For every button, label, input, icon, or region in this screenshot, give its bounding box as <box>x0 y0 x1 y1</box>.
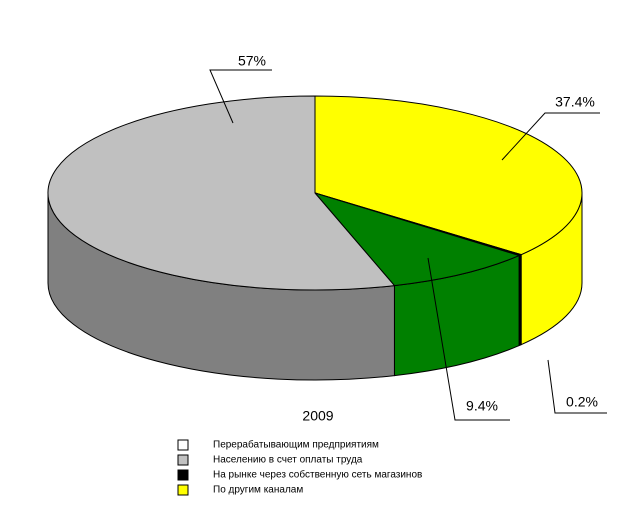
legend-swatch <box>177 439 189 451</box>
legend-label: На рынке через собственную сеть магазино… <box>213 469 422 481</box>
leader-line <box>547 359 607 414</box>
leader-line <box>209 69 272 124</box>
data-label: 57% <box>238 53 266 69</box>
leader-line <box>427 257 510 421</box>
legend-swatch <box>177 484 189 496</box>
slice-top <box>313 192 521 287</box>
legend-swatch <box>177 469 189 481</box>
legend-label: Перерабатывающим предприятиям <box>213 439 379 451</box>
data-label: 9.4% <box>466 398 498 414</box>
chart-title: 2009 <box>302 408 333 424</box>
legend-swatch <box>177 454 189 466</box>
data-label: 0.2% <box>566 394 598 410</box>
legend-label: Населению в счет оплаты труда <box>213 455 363 466</box>
legend-label: По другим каналам <box>213 485 303 496</box>
leader-line <box>501 112 600 161</box>
slice-top <box>314 95 583 256</box>
slice-top <box>47 95 396 291</box>
data-label: 37.4% <box>555 94 595 110</box>
